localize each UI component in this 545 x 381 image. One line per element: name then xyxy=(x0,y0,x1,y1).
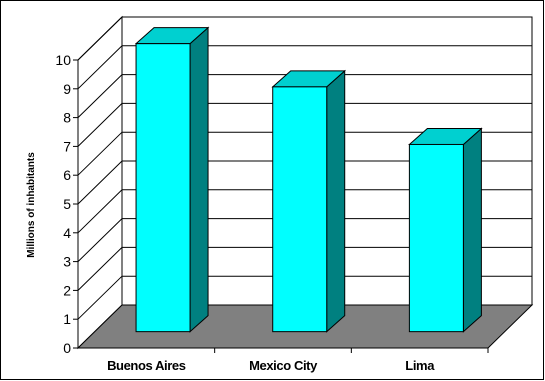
bar-front xyxy=(272,86,328,333)
y-tick-label: 10 xyxy=(55,52,71,68)
y-tick-label: 3 xyxy=(63,254,71,270)
bar xyxy=(271,69,347,333)
gridline xyxy=(77,102,532,147)
y-tick-label: 8 xyxy=(63,110,71,126)
gridline xyxy=(77,160,532,205)
y-tick-label: 2 xyxy=(63,282,71,298)
y-tick-label: 1 xyxy=(63,311,71,327)
y-tick-label: 9 xyxy=(63,81,71,97)
y-tick-label: 4 xyxy=(63,225,71,241)
gridline xyxy=(77,218,532,262)
gridlines xyxy=(77,16,532,320)
y-tick-labels: 0 1 2 3 4 5 6 7 8 9 10 xyxy=(55,52,71,356)
bar-side xyxy=(462,127,482,333)
y-axis-label: Millions of inhabitants xyxy=(26,152,37,258)
y-tick-label: 5 xyxy=(63,196,71,212)
y-tick-label: 0 xyxy=(63,340,71,356)
bar-front xyxy=(135,43,191,333)
gridline xyxy=(77,16,532,61)
y-axis xyxy=(73,59,489,353)
bar-side xyxy=(189,26,209,333)
bar xyxy=(408,127,483,333)
y-tick-label: 7 xyxy=(63,138,71,154)
bars xyxy=(134,26,483,333)
gridline xyxy=(77,45,532,90)
bar-side xyxy=(326,69,346,333)
gridline xyxy=(77,246,532,291)
bar-front xyxy=(408,143,464,333)
bar xyxy=(134,26,210,333)
gridline xyxy=(77,275,532,320)
x-tick-label: Lima xyxy=(405,358,435,373)
y-tick-label: 6 xyxy=(63,167,71,183)
gridline xyxy=(77,189,532,234)
x-tick-label: Buenos Aires xyxy=(107,358,186,373)
x-tick-label: Mexico City xyxy=(249,358,318,373)
gridline xyxy=(77,74,532,118)
x-tick-labels: Buenos Aires Mexico City Lima xyxy=(107,358,436,373)
gridline xyxy=(77,131,532,176)
